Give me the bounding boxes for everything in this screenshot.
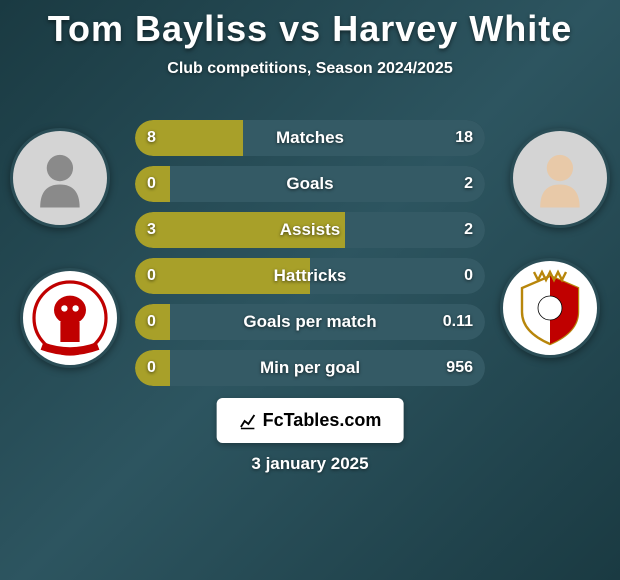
stat-row: 02Goals	[135, 166, 485, 202]
brand-text: FcTables.com	[263, 410, 382, 431]
person-icon	[527, 145, 593, 211]
page-subtitle: Club competitions, Season 2024/2025	[0, 60, 620, 78]
stats-panel: 818Matches 02Goals 32Assists 00Hattricks 00.…	[135, 120, 485, 396]
comparison-card: Tom Bayliss vs Harvey White Club competi…	[0, 0, 620, 580]
page-title: Tom Bayliss vs Harvey White	[0, 0, 620, 50]
club-left-logo	[20, 268, 120, 368]
club-crest-icon	[30, 278, 110, 358]
stat-label: Goals per match	[135, 312, 485, 332]
stat-label: Assists	[135, 220, 485, 240]
stat-row: 00.11Goals per match	[135, 304, 485, 340]
stat-label: Hattricks	[135, 266, 485, 286]
brand-badge: FcTables.com	[217, 398, 404, 443]
player-left-avatar	[10, 128, 110, 228]
stat-row: 0956Min per goal	[135, 350, 485, 386]
chart-icon	[239, 412, 257, 430]
footer-date: 3 january 2025	[0, 454, 620, 474]
person-icon	[27, 145, 93, 211]
player-right-avatar	[510, 128, 610, 228]
club-right-logo	[500, 258, 600, 358]
stat-label: Min per goal	[135, 358, 485, 378]
stat-label: Goals	[135, 174, 485, 194]
stat-row: 32Assists	[135, 212, 485, 248]
club-crest-icon	[510, 268, 590, 348]
stat-row: 818Matches	[135, 120, 485, 156]
stat-label: Matches	[135, 128, 485, 148]
stat-row: 00Hattricks	[135, 258, 485, 294]
